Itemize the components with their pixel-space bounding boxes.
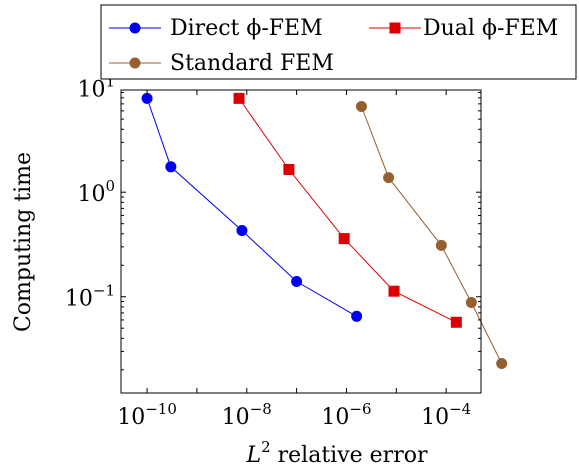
data-point-marker [283,164,294,175]
x-tick-label-exp: −10 [145,400,177,418]
series-line-1 [239,98,456,322]
data-point-marker [165,161,176,172]
x-tick-label-base: 10 [117,405,145,430]
x-tick-label: 10−6 [321,400,371,430]
data-point-marker [496,358,507,369]
legend-marker-dual [390,23,401,34]
legend-label-standard: Standard FEM [170,51,334,76]
data-point-marker [356,101,367,112]
y-tick-label-base: 10 [77,182,105,207]
y-tick-label: 10−1 [65,282,115,312]
y-axis-label: Computing time [11,152,36,332]
x-axis-label-base: L [246,443,262,468]
data-point-marker [236,225,247,236]
data-point-marker [234,93,245,104]
data-point-marker [383,172,394,183]
data-point-marker [451,317,462,328]
data-point-marker [466,297,477,308]
legend-label-dual: Dual ϕ-FEM [423,16,558,41]
legend-label-direct: Direct ϕ-FEM [170,16,323,41]
x-tick-label: 10−4 [421,400,471,430]
x-axis-label-rest: relative error [271,443,428,468]
axis-ticks [121,90,481,393]
x-tick-label-exp: −6 [349,400,371,418]
x-axis-label: L2 relative error [246,438,428,468]
x-tick-label-base: 10 [222,405,250,430]
x-tick-label-exp: −4 [449,400,471,418]
x-tick-label-base: 10 [321,405,349,430]
series-line-0 [147,98,357,316]
data-point-marker [339,233,350,244]
legend-marker-standard [130,58,141,69]
x-axis-label-sup: 2 [261,438,271,456]
data-point-marker [351,311,362,322]
series-markers [142,93,508,369]
x-tick-label-exp: −8 [250,400,272,418]
legend: Direct ϕ-FEM Dual ϕ-FEM Standard FEM [101,5,576,79]
y-tick-label-base: 10 [77,78,105,103]
x-tick-label: 10−8 [222,400,272,430]
data-point-marker [291,276,302,287]
y-tick-label-exp: −1 [93,282,115,300]
x-tick-label-base: 10 [421,405,449,430]
series-lines [147,98,502,363]
legend-marker-direct [130,23,141,34]
plot-frame [121,90,481,393]
y-tick-label-exp: 0 [105,177,115,195]
y-tick-label: 100 [77,177,115,207]
x-tick-label: 10−10 [117,400,177,430]
y-tick-label-base: 10 [65,287,93,312]
data-point-marker [436,240,447,251]
data-point-marker [389,286,400,297]
